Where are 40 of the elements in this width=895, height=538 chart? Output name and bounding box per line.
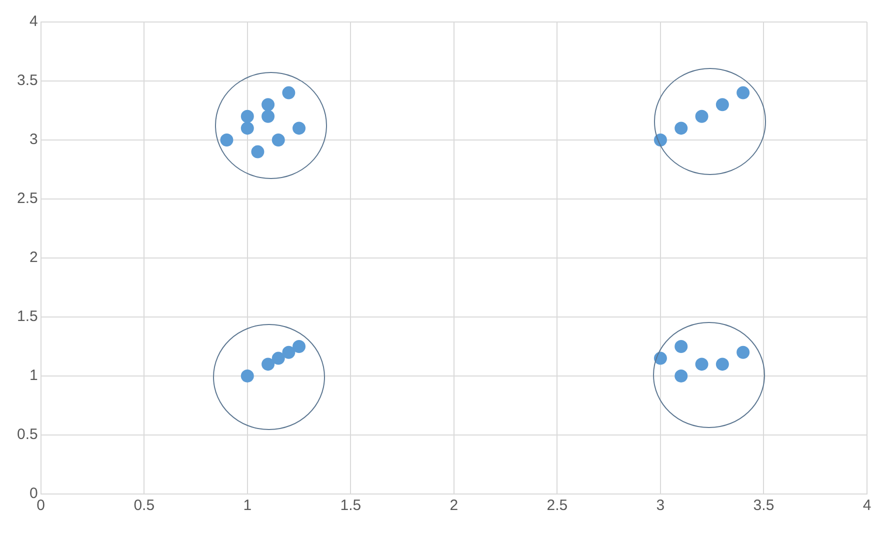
point [736, 86, 750, 100]
point [240, 122, 254, 135]
y-tick-label: 3 [30, 131, 38, 148]
y-tick-label: 2.5 [16, 190, 38, 208]
point [736, 346, 750, 359]
point [282, 86, 296, 100]
x-tick-label: 4 [862, 497, 872, 514]
y-tick-label: 0.5 [16, 426, 38, 444]
y-tick-label: 4 [30, 13, 38, 30]
x-tick-label: 2 [450, 497, 458, 514]
x-tick-label: 3 [656, 497, 665, 514]
point [251, 145, 264, 158]
point [262, 358, 275, 371]
point [220, 134, 234, 146]
y-tick-label: 1 [30, 367, 38, 384]
point [674, 370, 688, 382]
x-tick-label: 2.5 [546, 497, 568, 514]
point [674, 122, 688, 135]
x-tick-label: 0.5 [134, 497, 155, 514]
point [272, 134, 285, 146]
point [262, 110, 275, 123]
point [240, 370, 254, 382]
point [262, 98, 275, 112]
point [716, 98, 729, 112]
x-tick-label: 3.5 [753, 497, 774, 514]
point [695, 358, 708, 371]
point [695, 110, 708, 123]
point [240, 110, 254, 123]
point [272, 352, 285, 365]
y-tick-label: 0 [30, 485, 38, 502]
point [282, 346, 296, 359]
point [716, 358, 729, 371]
x-tick-label: 1 [243, 497, 252, 514]
point [292, 340, 306, 353]
x-tick-label: 1.5 [340, 497, 362, 514]
y-tick-label: 1.5 [16, 308, 38, 326]
y-tick-label: 2 [30, 249, 38, 266]
y-tick-label: 3.5 [16, 72, 38, 90]
point [292, 122, 306, 135]
point [674, 340, 688, 353]
